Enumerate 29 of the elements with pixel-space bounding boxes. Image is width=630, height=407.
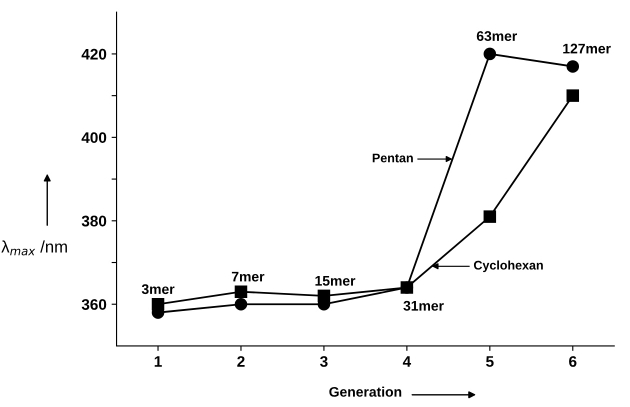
point <box>152 298 164 310</box>
text: Pentan <box>372 154 413 162</box>
annotation: 63mer <box>476 31 518 42</box>
x-tick-label: 4 <box>402 356 412 367</box>
point <box>484 210 496 223</box>
y-tick-label: 360 <box>82 299 106 310</box>
x-tick-label: 6 <box>569 356 576 367</box>
annotation: 127mer <box>563 44 611 54</box>
y-axis-title: λ$_{max}$ /nm <box>1 240 67 256</box>
y-tick-label: 400 <box>82 132 106 144</box>
x-tick-label: 5 <box>486 356 494 367</box>
point <box>234 298 248 310</box>
point <box>484 48 496 60</box>
legend-label: Cyclohexan <box>474 260 543 272</box>
x-tick-label: 2 <box>237 356 245 367</box>
point <box>318 290 330 302</box>
point <box>234 285 248 298</box>
annotation: 31mer <box>403 300 444 311</box>
x-axis-title: Generation <box>329 386 402 397</box>
point <box>566 89 580 102</box>
x-tick-label: 1 <box>154 356 162 367</box>
annotation: 7mer <box>232 272 264 282</box>
annotation: 3mer <box>142 284 174 294</box>
y-tick-label: 380 <box>82 216 106 227</box>
y-tick-label: 420 <box>82 48 106 60</box>
point <box>566 60 580 73</box>
annotation: 15mer <box>315 276 356 286</box>
point <box>400 281 414 294</box>
x-tick-label: 3 <box>320 356 328 367</box>
